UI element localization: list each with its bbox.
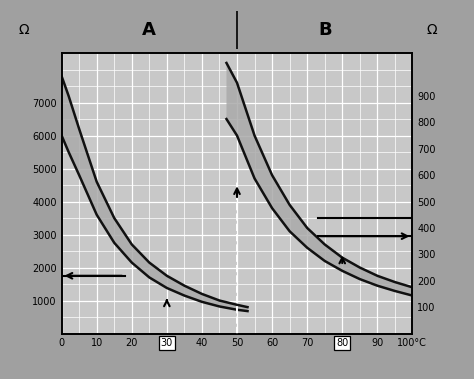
Polygon shape [227,63,412,296]
Text: B: B [318,21,331,39]
Text: A: A [142,21,156,39]
Polygon shape [62,76,247,311]
Text: Ω: Ω [18,23,29,37]
Text: Ω: Ω [426,23,437,37]
